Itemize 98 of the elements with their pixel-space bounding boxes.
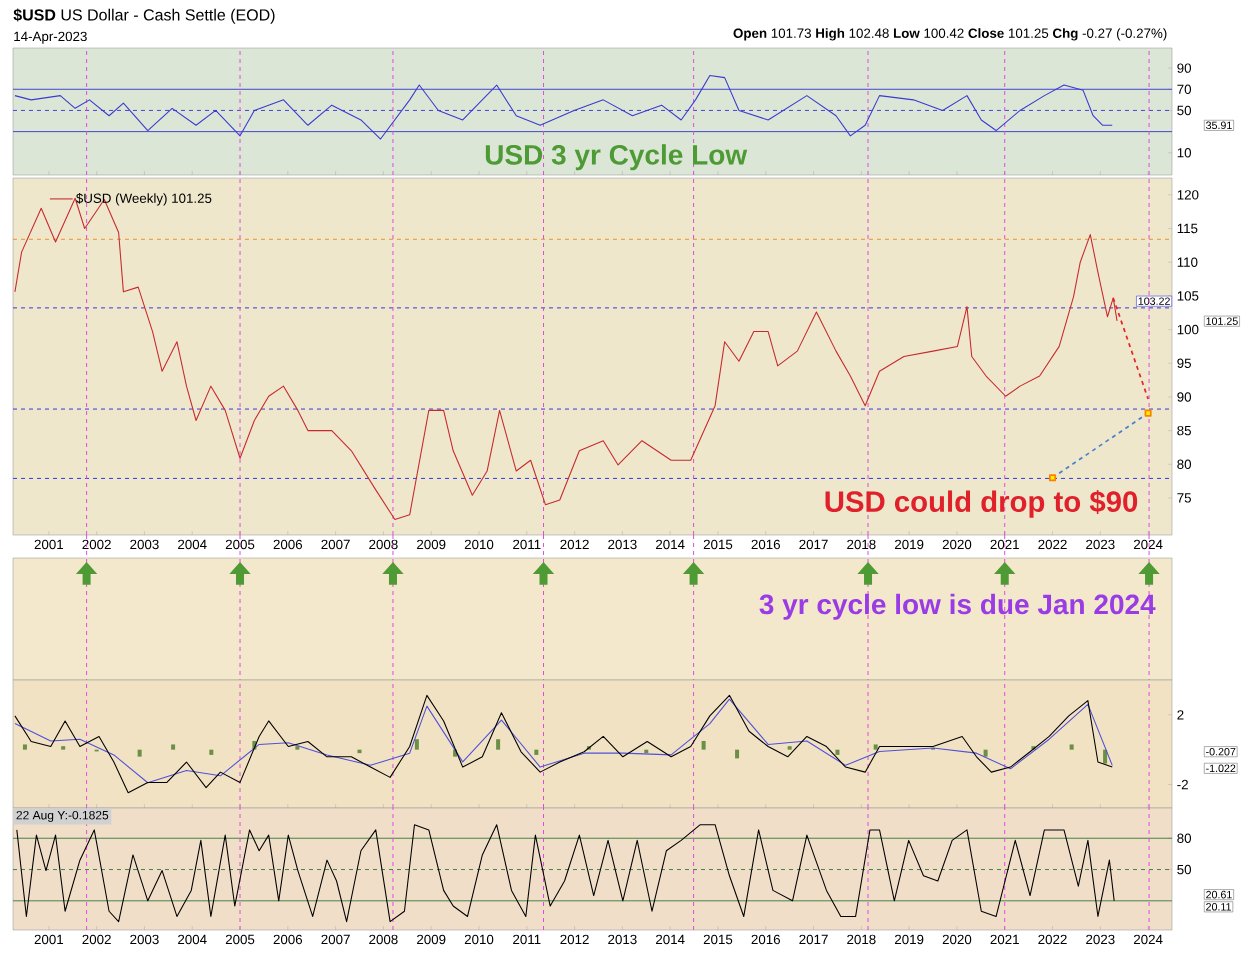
y-tick-label: 10 xyxy=(1177,148,1192,158)
bar xyxy=(835,749,840,755)
bar xyxy=(873,744,878,750)
x-tick-label: 2007 xyxy=(321,539,350,550)
x-tick-label: 2020 xyxy=(942,539,972,550)
x-tick-label: 2019 xyxy=(894,934,924,945)
y-tick-label: 115 xyxy=(1177,223,1198,234)
bar xyxy=(61,746,66,750)
x-tick-label: 2018 xyxy=(847,539,876,550)
x-tick-label: 2016 xyxy=(751,934,781,945)
y-tick-label: 50 xyxy=(1177,864,1192,875)
annotation: 22 Aug Y:-0.1825 xyxy=(16,810,109,822)
x-tick-label: 2004 xyxy=(178,934,207,945)
y-tick-label: 90 xyxy=(1177,392,1192,402)
bar xyxy=(209,749,214,755)
y-tick-label: 70 xyxy=(1177,84,1192,94)
x-tick-label: 2018 xyxy=(847,934,876,945)
annotation: USD 3 yr Cycle Low xyxy=(485,144,748,171)
bar xyxy=(735,749,740,759)
x-tick-label: 2017 xyxy=(799,539,828,550)
text: 20.61 xyxy=(1206,890,1232,899)
x-tick-label: 2017 xyxy=(799,934,828,945)
bar xyxy=(701,740,706,750)
ref-line-label: 103.22 xyxy=(1138,297,1170,305)
x-tick-label: 2004 xyxy=(178,539,207,550)
x-tick-label: 2006 xyxy=(273,934,303,945)
x-tick-label: 2022 xyxy=(1038,934,1067,945)
y-tick-label: 105 xyxy=(1177,291,1199,301)
text: 20.11 xyxy=(1206,903,1231,911)
y-tick-label: 50 xyxy=(1177,105,1192,116)
x-tick-label: 2013 xyxy=(608,934,637,945)
x-tick-label: 2024 xyxy=(1133,539,1163,550)
x-tick-label: 2010 xyxy=(464,539,494,550)
x-tick-label: 2002 xyxy=(82,934,111,945)
bar xyxy=(171,744,176,750)
line-series xyxy=(16,824,1115,923)
x-tick-label: 2006 xyxy=(273,539,303,550)
x-tick-label: 2009 xyxy=(417,539,446,550)
x-tick-label: 2001 xyxy=(34,934,64,945)
x-tick-label: 2011 xyxy=(513,934,541,945)
y-tick-label: 120 xyxy=(1177,190,1199,200)
x-tick-label: 2011 xyxy=(513,539,541,550)
bar xyxy=(534,749,539,755)
x-tick-label: 2005 xyxy=(225,934,255,945)
y-tick-label: -2 xyxy=(1177,779,1188,790)
y-tick-label: 75 xyxy=(1177,493,1191,503)
chart-subtitle: 14-Apr-2023 xyxy=(14,31,87,44)
text: 3 yr cycle low is due Jan 2024 xyxy=(759,593,1156,620)
bar xyxy=(137,749,142,757)
bar xyxy=(414,739,419,750)
bar xyxy=(1103,749,1108,764)
text: -1.022 xyxy=(1206,764,1236,773)
x-tick-label: 2003 xyxy=(130,934,159,945)
x-tick-label: 2015 xyxy=(703,934,733,945)
x-tick-label: 2012 xyxy=(560,539,589,550)
x-tick-label: 2015 xyxy=(703,539,733,550)
bar xyxy=(1069,744,1074,750)
x-tick-label: 2022 xyxy=(1038,539,1067,550)
x-tick-label: 2023 xyxy=(1086,539,1115,550)
text: 101.25 xyxy=(1206,317,1238,325)
text: -0.207 xyxy=(1206,747,1236,756)
bar xyxy=(787,746,792,750)
text: 35.91 xyxy=(1206,121,1232,130)
x-tick-label: 2008 xyxy=(369,934,398,945)
x-tick-label: 2019 xyxy=(894,539,924,550)
x-tick-label: 2013 xyxy=(608,539,637,550)
x-tick-label: 2003 xyxy=(130,539,159,550)
text: Open 101.73 High 102.48 Low 100.42 Close 101.25 Chg -0.27 (-0.27%) xyxy=(733,28,1167,41)
bar xyxy=(22,744,27,750)
chart-title: $USD US Dollar - Cash Settle (EOD) xyxy=(13,8,275,24)
x-tick-label: 2021 xyxy=(990,934,1019,945)
x-tick-label: 2024 xyxy=(1133,934,1163,945)
y-tick-label: 110 xyxy=(1177,257,1198,267)
x-tick-label: 2007 xyxy=(321,934,350,945)
bar xyxy=(983,749,988,757)
y-tick-label: 100 xyxy=(1177,324,1199,335)
y-tick-label: 80 xyxy=(1177,459,1192,469)
x-tick-label: 2020 xyxy=(942,934,972,945)
annotation: USD could drop to $90 xyxy=(825,489,1138,518)
x-tick-label: 2005 xyxy=(225,539,255,550)
x-tick-label: 2021 xyxy=(990,539,1019,550)
x-tick-label: 2016 xyxy=(751,539,781,550)
y-tick-label: 80 xyxy=(1177,833,1192,843)
y-tick-label: 85 xyxy=(1177,425,1191,436)
y-tick-label: 2 xyxy=(1177,710,1184,720)
x-tick-label: 2012 xyxy=(560,934,589,945)
x-tick-label: 2023 xyxy=(1086,934,1115,945)
x-tick-label: 2014 xyxy=(656,539,685,550)
y-tick-label: 90 xyxy=(1177,63,1192,73)
y-tick-label: 95 xyxy=(1177,358,1191,368)
x-tick-label: 2008 xyxy=(369,539,398,550)
x-tick-label: 2001 xyxy=(34,539,64,550)
bar xyxy=(295,746,300,750)
bar xyxy=(496,739,501,750)
x-tick-label: 2002 xyxy=(82,539,111,550)
x-tick-label: 2014 xyxy=(656,934,685,945)
x-tick-label: 2010 xyxy=(464,934,494,945)
x-tick-label: 2009 xyxy=(417,934,446,945)
